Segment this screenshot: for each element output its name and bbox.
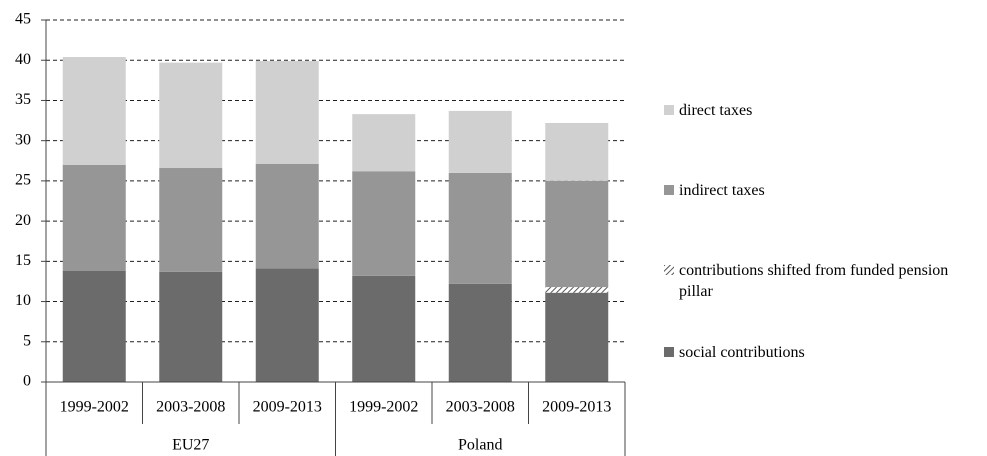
bar-segment: [448, 110, 512, 173]
group-label: EU27: [172, 437, 209, 454]
legend-swatch: [664, 347, 674, 357]
bar-segment: [255, 61, 319, 164]
y-tick-label: 45: [15, 11, 31, 28]
bar-segment: [352, 171, 416, 276]
bar-segment: [255, 268, 319, 382]
bar-segment: [545, 122, 609, 181]
y-tick-label: 40: [15, 51, 31, 68]
legend-label: contributions shifted from funded pensio…: [679, 262, 949, 300]
x-tick-label: 2003-2008: [446, 399, 515, 416]
bar-segment: [255, 163, 319, 269]
legend-item: contributions shifted from funded pensio…: [664, 260, 984, 302]
bar-segment: [159, 168, 223, 272]
bar-segment: [545, 180, 609, 288]
legend-swatch: [664, 105, 674, 115]
legend-item: social contributions: [664, 342, 984, 363]
x-tick-label: 2009-2013: [542, 399, 611, 416]
legend-label: social contributions: [679, 344, 805, 361]
bar-segment: [159, 62, 223, 169]
bar-segment: [545, 292, 609, 382]
y-tick-label: 10: [15, 292, 31, 309]
x-tick-label: 1999-2002: [349, 399, 418, 416]
y-tick-label: 35: [15, 91, 31, 108]
y-tick-label: 20: [15, 212, 31, 229]
y-tick-label: 0: [23, 373, 31, 390]
y-tick-label: 25: [15, 172, 31, 189]
group-label: Poland: [458, 437, 502, 454]
y-tick-label: 5: [23, 332, 31, 349]
legend-item: indirect taxes: [664, 180, 984, 201]
y-tick-label: 15: [15, 252, 31, 269]
bar-segment: [62, 57, 126, 165]
y-tick-label: 30: [15, 131, 31, 148]
bar-segment: [62, 270, 126, 382]
legend-swatch: [664, 185, 674, 195]
bar-segment: [352, 114, 416, 172]
legend-item: direct taxes: [664, 100, 984, 121]
bar-segment: [159, 271, 223, 382]
x-tick-label: 2009-2013: [253, 399, 322, 416]
bar-segment: [448, 172, 512, 284]
bar-segment: [62, 164, 126, 271]
bar-segment: [352, 275, 416, 382]
x-tick-label: 2003-2008: [156, 399, 225, 416]
legend-label: indirect taxes: [679, 182, 765, 199]
legend-swatch: [664, 265, 674, 275]
x-tick-label: 1999-2002: [60, 399, 129, 416]
bar-segment: [545, 287, 609, 293]
legend-label: direct taxes: [679, 102, 753, 119]
bar-segment: [448, 283, 512, 382]
